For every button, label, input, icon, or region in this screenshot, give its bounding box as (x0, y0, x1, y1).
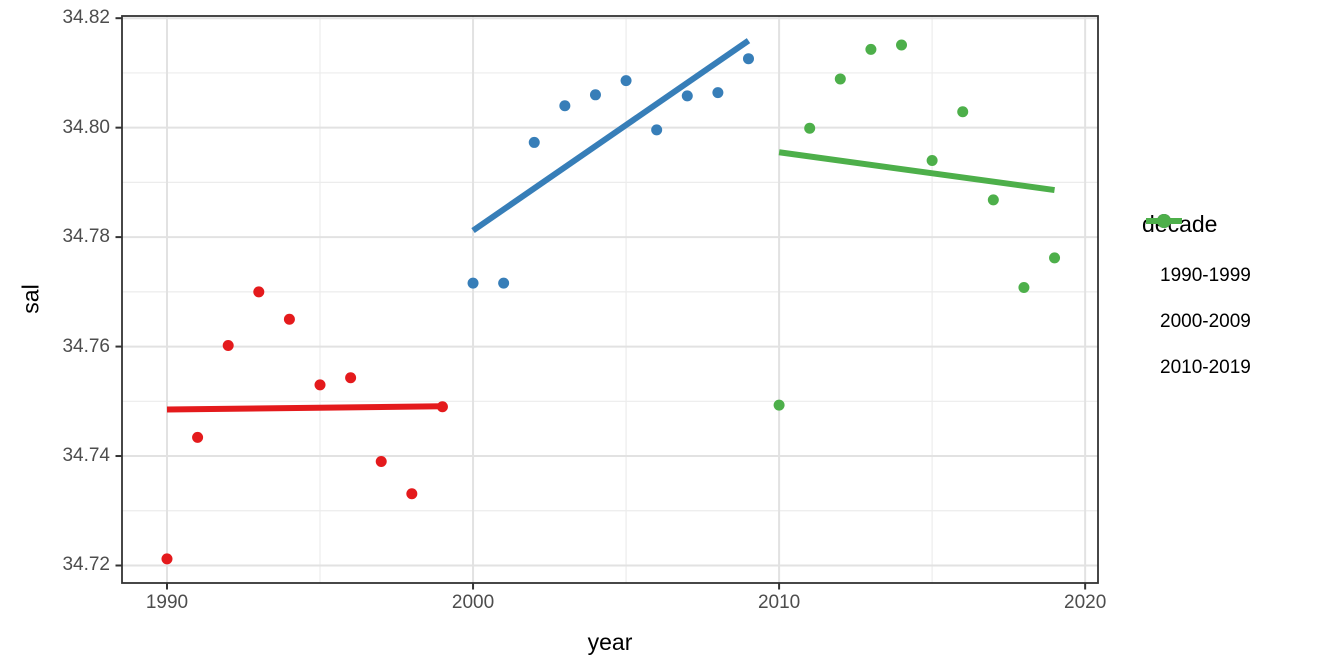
y-tick-label: 34.74 (62, 445, 110, 467)
y-axis-title: sal (17, 284, 44, 314)
y-tick-label: 34.80 (62, 116, 110, 138)
trend-line-2000-2009 (471, 38, 751, 234)
x-tick-label: 2000 (451, 592, 495, 613)
x-tick-label: 1990 (145, 592, 189, 613)
legend-item-2000-2009: 2000-2009 (1142, 214, 1251, 333)
legend-items: 1990-1999 2000-2009 2010-2019 (1142, 214, 1251, 379)
data-point-1990-1999 (161, 553, 173, 565)
data-point-2000-2009 (712, 87, 724, 99)
data-point-2000-2009 (559, 100, 571, 112)
data-point-2000-2009 (681, 90, 693, 102)
trend-line-2010-2019 (778, 149, 1055, 194)
data-point-1990-1999 (314, 379, 326, 391)
data-point-1990-1999 (283, 313, 295, 325)
legend-key-icon (1146, 214, 1182, 228)
data-point-2010-2019 (1018, 281, 1030, 293)
y-tick-label: 34.82 (62, 7, 110, 29)
data-point-1990-1999 (345, 372, 357, 384)
panel-border (121, 15, 1099, 584)
data-point-2010-2019 (896, 39, 908, 51)
panel-background (122, 16, 1098, 583)
data-point-2010-2019 (773, 399, 785, 411)
legend-item-label: 2010-2019 (1160, 357, 1251, 378)
trend-line-1990-1999 (166, 403, 443, 413)
data-point-2010-2019 (926, 154, 938, 166)
data-point-2010-2019 (1049, 252, 1061, 264)
data-point-2000-2009 (467, 277, 479, 289)
data-point-2010-2019 (865, 43, 877, 55)
data-point-1990-1999 (436, 401, 448, 413)
data-point-2010-2019 (987, 194, 999, 206)
data-point-2000-2009 (528, 136, 540, 148)
legend-key-point (1157, 214, 1171, 228)
data-point-2000-2009 (651, 124, 663, 136)
data-point-2010-2019 (804, 122, 816, 134)
x-tick-label: 2010 (757, 592, 801, 613)
data-point-1990-1999 (222, 339, 234, 351)
data-point-1990-1999 (192, 431, 204, 443)
data-point-2010-2019 (834, 73, 846, 85)
data-point-2000-2009 (589, 89, 601, 101)
y-tick-label: 34.78 (62, 226, 110, 248)
data-point-1990-1999 (406, 488, 418, 500)
x-axis-title: year (587, 629, 633, 655)
y-tick-label: 34.76 (62, 335, 110, 357)
data-point-1990-1999 (253, 286, 265, 298)
data-point-2000-2009 (498, 277, 510, 289)
x-tick-label: 2020 (1064, 592, 1107, 613)
data-point-1990-1999 (375, 456, 387, 467)
data-point-2010-2019 (957, 106, 969, 118)
y-tick-label: 34.72 (62, 554, 110, 576)
legend-item-1990-1999: 1990-1999 (1142, 214, 1251, 287)
legend-item-label: 2000-2009 (1160, 311, 1251, 332)
data-point-2000-2009 (620, 75, 632, 87)
legend-item-label: 1990-1999 (1160, 265, 1251, 286)
data-point-2000-2009 (742, 53, 754, 65)
legend-item-2010-2019: 2010-2019 (1142, 214, 1251, 379)
